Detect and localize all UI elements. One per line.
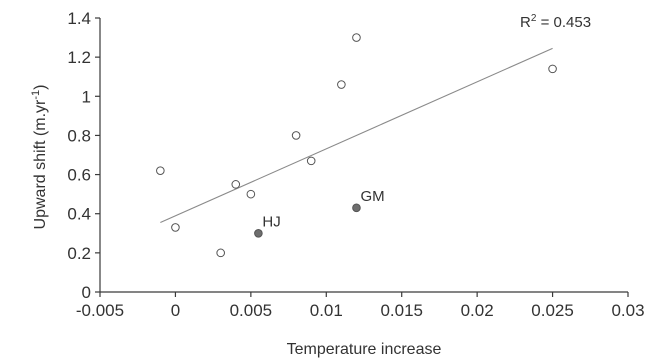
y-axis-title-close: ) [32,85,49,90]
y-axis-title-main: Upward shift (m.yr [32,99,49,229]
trendline-layer [160,47,553,224]
data-point [156,166,165,175]
y-axis-title: Upward shift (m.yr-1) [30,85,49,230]
x-tick-label: 0.005 [230,301,273,320]
r-squared-sup: 2 [531,13,537,24]
y-tick-label: 0.2 [67,244,91,263]
highlighted-point [254,228,263,238]
y-tick-label: 0.8 [67,126,91,145]
data-point [548,64,557,74]
x-tick-label: 0.03 [611,301,644,320]
trendline [160,47,553,224]
data-point [231,180,241,189]
data-point [352,33,361,42]
highlighted-point [352,203,361,213]
data-point [171,223,180,232]
y-tick-label: 1 [82,87,91,106]
x-tick-label: 0.02 [461,301,494,320]
r-squared-value: = 0.453 [536,14,591,31]
y-ticks: 0 0.2 0.4 0.6 0.8 1 1.2 1.4 [67,9,100,302]
x-tick-label: 0.015 [380,301,423,320]
x-ticks: -0.005 0 0.005 0.01 0.015 0.02 0.025 0.03 [76,292,645,320]
data-point [306,156,316,166]
point-label: HJ [262,213,280,230]
r-squared-annotation: R2 = 0.453 [520,13,591,31]
y-axis-title-sup: -1 [30,90,42,100]
r-squared-prefix: R [520,14,531,31]
point-label: GM [360,188,384,205]
y-tick-label: 0 [82,283,91,302]
x-tick-label: 0.025 [531,301,574,320]
x-axis-title: Temperature increase [287,341,442,358]
x-tick-label: 0 [171,301,180,320]
x-tick-label: -0.005 [76,301,124,320]
y-tick-label: 0.6 [67,166,91,185]
y-tick-label: 1.4 [67,9,91,28]
axes [99,18,628,293]
data-point [291,131,301,140]
y-tick-label: 1.2 [67,48,91,67]
data-point [246,189,256,199]
data-point [337,80,346,89]
y-tick-label: 0.4 [67,205,91,224]
x-tick-label: 0.01 [310,301,343,320]
points-layer: HJ GM [156,33,557,258]
data-point [216,248,225,258]
